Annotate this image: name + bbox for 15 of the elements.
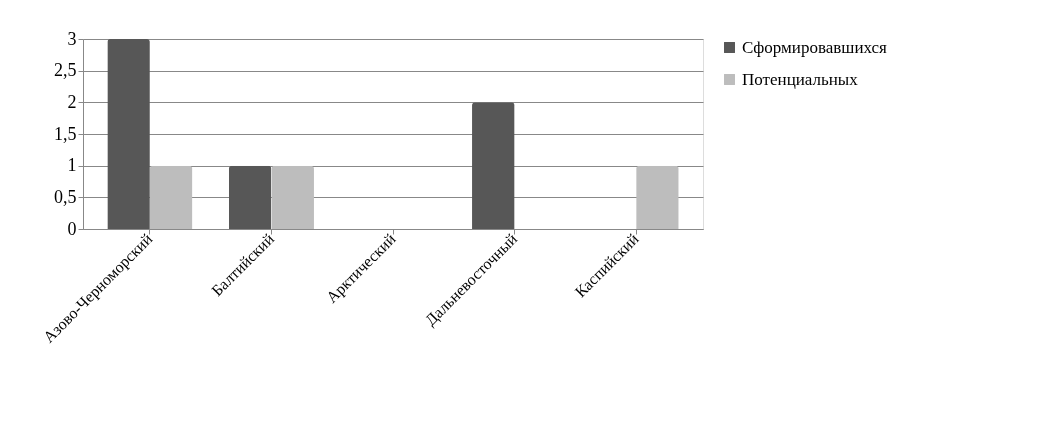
bar xyxy=(107,39,150,229)
bar xyxy=(636,165,679,229)
bar xyxy=(271,165,314,229)
legend-label: Сформировавшихся xyxy=(742,37,888,57)
y-tick-label: 0,5 xyxy=(54,186,77,207)
y-tick-label: 2 xyxy=(67,91,77,112)
bar xyxy=(472,102,515,229)
y-tick-label: 0 xyxy=(67,218,77,239)
legend-label: Потенциальных xyxy=(742,69,859,89)
y-tick-label: 1,5 xyxy=(54,123,77,144)
y-tick-label: 2,5 xyxy=(54,60,77,81)
y-tick-label: 3 xyxy=(67,28,77,49)
bar xyxy=(228,165,272,229)
y-tick-label: 1 xyxy=(67,155,77,176)
bar xyxy=(149,165,193,229)
